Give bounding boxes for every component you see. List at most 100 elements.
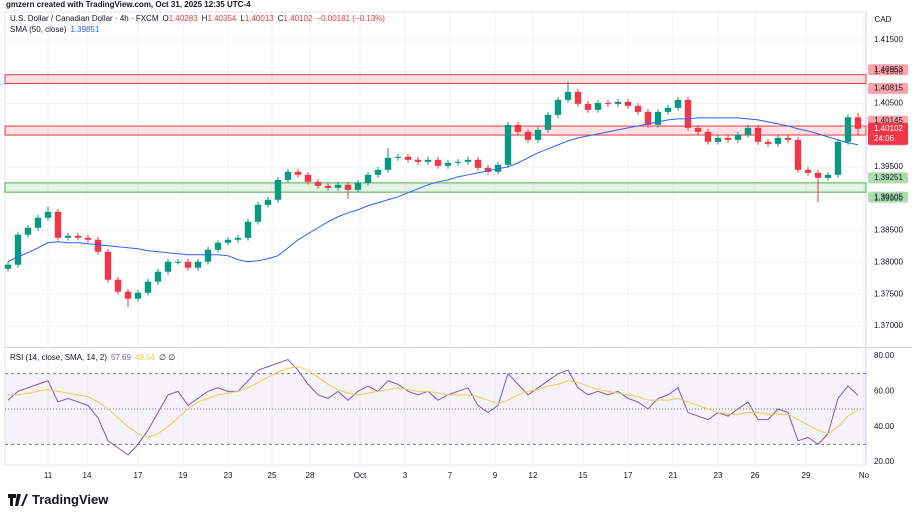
sma-name: SMA (50, close) (10, 25, 67, 34)
candle-body (354, 182, 362, 190)
x-tick-label: 23 (224, 471, 233, 480)
candle-body (824, 174, 832, 178)
candle-body (204, 249, 212, 262)
zone (4, 74, 867, 84)
candle-body (784, 137, 792, 140)
zone-label: 1.40953 (874, 65, 903, 74)
y-tick-label: 1.38000 (874, 257, 903, 266)
ohlc-value: 1.40013 (244, 14, 274, 23)
ohlc-prefix: L (240, 14, 245, 23)
candle-body (54, 211, 62, 238)
ohlc-prefix: O (162, 14, 169, 23)
candle-body (594, 102, 602, 110)
candle-body (744, 127, 752, 135)
candle-body (524, 131, 532, 140)
candle-body (284, 171, 292, 180)
candle-body (624, 101, 632, 106)
candle-body (544, 114, 552, 130)
candle-body (124, 291, 132, 299)
rsi-signal-value: 49.54 (134, 353, 155, 362)
candle-body (214, 242, 222, 250)
y-tick-label: 1.41500 (874, 35, 903, 44)
candle-body (634, 105, 642, 112)
candle-body (474, 159, 482, 168)
candle-body (34, 217, 42, 228)
candle-body (814, 172, 822, 178)
candle-body (244, 221, 252, 238)
x-tick-label: 17 (134, 471, 143, 480)
candle-body (314, 181, 322, 186)
candle-body (794, 139, 802, 170)
candle-body (4, 264, 12, 269)
ohlc: H1.40354 (202, 14, 237, 23)
y-tick-label: 20.00 (874, 457, 895, 466)
candle-body (604, 102, 612, 104)
candle-body (144, 281, 152, 293)
candle-body (764, 141, 772, 144)
y-tick-label: 60.00 (874, 386, 895, 395)
candle-body (264, 199, 272, 205)
x-tick-label: 11 (44, 471, 53, 480)
candle-body (24, 227, 32, 235)
ohlc: L1.40013 (240, 14, 273, 23)
price-label: 1.40102 (874, 124, 903, 133)
countdown: 24:06 (874, 134, 895, 143)
candle-body (564, 91, 572, 100)
candle-body (534, 129, 542, 140)
candle-body (444, 162, 452, 166)
x-tick-label: 9 (493, 471, 498, 480)
candle-body (194, 261, 202, 268)
candle-body (414, 159, 422, 162)
candle-body (344, 184, 352, 190)
sma-line (7, 117, 859, 263)
candle-body (224, 239, 232, 243)
candle-body (484, 167, 492, 172)
zone-label: 1.39251 (874, 173, 903, 182)
x-tick-label: 3 (403, 471, 408, 480)
candle-body (154, 271, 162, 282)
ohlc-value: 1.40102 (283, 14, 313, 23)
candle-body (584, 103, 592, 110)
candle-body (504, 124, 512, 165)
zone-label-bg (868, 172, 908, 184)
y-tick-label: 80.00 (874, 351, 895, 360)
x-tick-label: 19 (179, 471, 188, 480)
rsi-legend: RSI (14, close, SMA, 14, 2) 57.69 49.54 … (10, 353, 175, 362)
x-tick-label: 17 (624, 471, 633, 480)
candle-body (694, 127, 702, 132)
candle-body (854, 117, 862, 129)
candle-body (334, 184, 342, 188)
logo-text: TradingView (32, 492, 109, 507)
sma-legend: SMA (50, close) 1.39851 (10, 25, 99, 34)
logo-icon (8, 493, 28, 506)
candle-body (234, 237, 242, 240)
rsi-title: RSI (14, close, SMA, 14, 2) (10, 353, 107, 362)
y-tick-label: 1.39000 (874, 194, 903, 203)
candle-body (394, 156, 402, 158)
candle-body (664, 107, 672, 112)
ohlc-value: 1.40354 (207, 14, 237, 23)
x-tick-label: 12 (529, 471, 538, 480)
candle-body (304, 174, 312, 182)
price-label-bg (868, 122, 908, 145)
candle-body (134, 292, 142, 299)
candle-body (554, 99, 562, 115)
candle-body (734, 134, 742, 140)
change: −0.00181 (−0.13%) (316, 14, 385, 23)
candle-body (294, 171, 302, 175)
x-tick-label: 26 (751, 471, 760, 480)
x-tick-label: Oct (354, 471, 367, 480)
candle-body (424, 159, 432, 162)
candle-body (274, 179, 282, 200)
candle-body (684, 99, 692, 128)
candle-body (674, 99, 682, 108)
candle-body (614, 101, 622, 104)
na-marks: ∅ ∅ (159, 353, 176, 362)
candle-body (644, 111, 652, 125)
candle-body (14, 234, 22, 265)
y-tick-label: 1.38500 (874, 226, 903, 235)
y-tick-label: 1.40500 (874, 99, 903, 108)
candle-body (374, 169, 382, 175)
